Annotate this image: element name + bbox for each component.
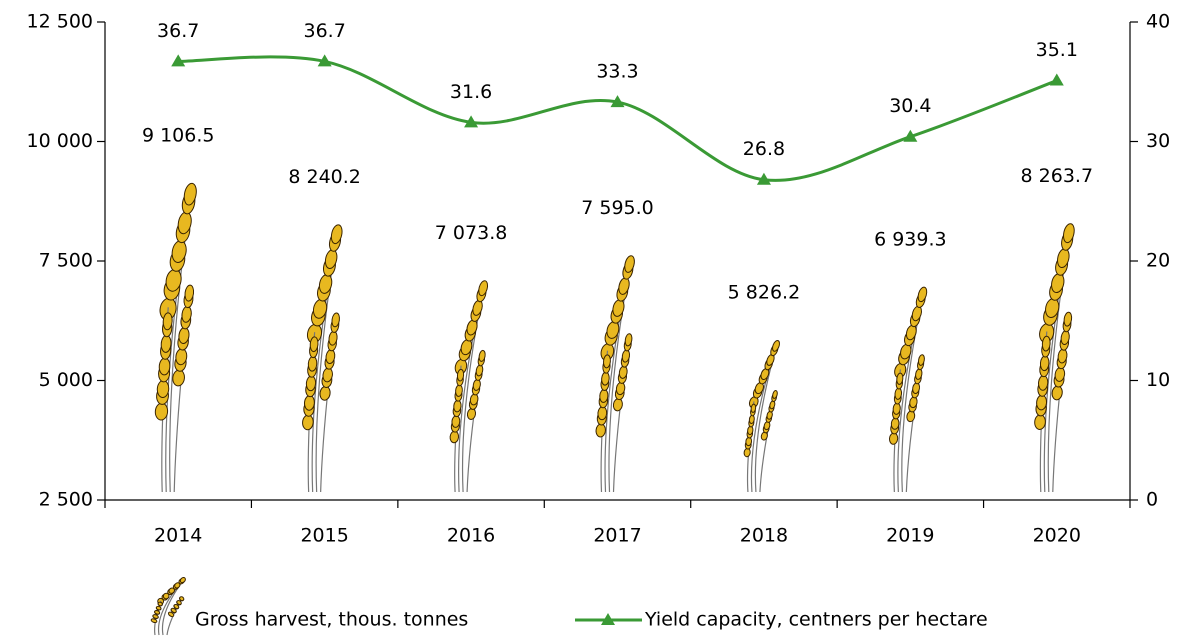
y2-tick-label: 30	[1146, 130, 1170, 152]
wheat-grain	[183, 182, 198, 206]
value-label: 7 073.8	[435, 222, 508, 244]
wheat-bar	[889, 286, 928, 492]
x-tick-label: 2014	[154, 525, 202, 547]
wheat-grain	[906, 410, 916, 422]
x-tick-label: 2019	[886, 525, 934, 547]
wheat-bar	[595, 255, 636, 492]
wheat-bar	[1034, 223, 1076, 492]
value-label: 8 263.7	[1021, 165, 1094, 187]
wheat-bar	[450, 280, 490, 492]
value-label: 35.1	[1036, 39, 1078, 61]
value-label: 33.3	[596, 61, 638, 83]
wheat-grain	[771, 340, 781, 353]
x-tick-label: 2016	[447, 525, 495, 547]
legend-label: Yield capacity, centners per hectare	[644, 609, 988, 631]
y-tick-label: 10 000	[27, 130, 93, 152]
value-label: 36.7	[303, 20, 345, 42]
wheat-grain	[1062, 223, 1076, 244]
wheat-grain	[467, 408, 477, 420]
value-label: 31.6	[450, 81, 492, 103]
wheat-bar	[302, 224, 344, 492]
wheat-grain	[172, 369, 185, 386]
wheat-grain	[595, 424, 606, 438]
wheat-grain	[156, 606, 162, 611]
legend-icon	[151, 577, 187, 635]
wheat-grain	[889, 433, 898, 445]
value-label: 6 939.3	[874, 228, 947, 250]
wheat-grain	[613, 398, 624, 412]
value-label: 36.7	[157, 20, 199, 42]
line-marker	[1050, 74, 1064, 86]
wheat-grain	[330, 224, 344, 245]
wheat-bar	[155, 182, 198, 492]
y-tick-label: 7 500	[39, 250, 93, 272]
wheat-grain	[1034, 414, 1046, 430]
y-tick-label: 2 500	[39, 489, 93, 511]
wheat-grain	[1051, 385, 1063, 400]
wheat-grain	[319, 386, 331, 401]
wheat-grain	[917, 286, 929, 302]
value-label: 26.8	[743, 138, 785, 160]
y2-tick-label: 20	[1146, 250, 1170, 272]
legend-label: Gross harvest, thous. tonnes	[195, 609, 468, 631]
value-label: 5 826.2	[728, 282, 801, 304]
value-label: 8 240.2	[288, 166, 361, 188]
wheat-grain	[302, 415, 314, 430]
wheat-bar	[744, 340, 781, 492]
value-label: 9 106.5	[142, 125, 215, 147]
y-tick-label: 12 500	[27, 11, 93, 33]
value-label: 30.4	[889, 95, 931, 117]
x-tick-label: 2017	[593, 525, 641, 547]
x-tick-label: 2020	[1033, 525, 1081, 547]
y2-tick-label: 0	[1146, 489, 1158, 511]
wheat-grain	[623, 255, 636, 274]
wheat-grain	[450, 431, 460, 443]
chart: 2 500 5 000 7 500 10 000 12 500 0 10 20 30 40 2014…	[0, 0, 1189, 642]
y-tick-label: 5 000	[39, 369, 93, 391]
wheat-grain	[477, 280, 489, 297]
x-tick-label: 2015	[300, 525, 348, 547]
y2-tick-label: 10	[1146, 369, 1170, 391]
y2-tick-label: 40	[1146, 11, 1170, 33]
wheat-grain	[772, 390, 778, 399]
x-tick-label: 2018	[740, 525, 788, 547]
value-label: 7 595.0	[581, 197, 654, 219]
